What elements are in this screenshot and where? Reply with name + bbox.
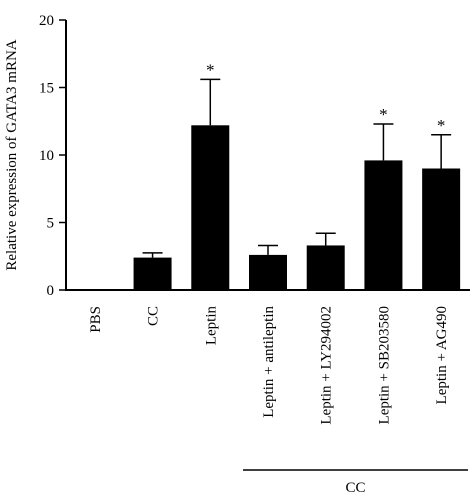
category-label: Leptin + SB203580 <box>376 306 392 424</box>
significance-markers: * * * <box>206 60 445 134</box>
category-label: Leptin + AG490 <box>434 306 450 404</box>
category-label: Leptin + antileptin <box>261 306 277 418</box>
y-tick-label: 0 <box>47 283 55 299</box>
group-label: CC <box>345 480 365 496</box>
group-bracket: CC <box>243 469 468 496</box>
y-tick-label: 5 <box>47 216 55 232</box>
category-label: CC <box>146 306 162 326</box>
bar <box>422 168 461 290</box>
category-label: PBS <box>88 306 104 333</box>
significance-star: * <box>437 116 446 135</box>
bar <box>364 160 403 290</box>
significance-star: * <box>206 60 215 79</box>
y-ticks: 0 5 10 15 20 <box>39 13 66 299</box>
category-label: Leptin + LY294002 <box>319 306 335 425</box>
error-bars <box>142 78 452 258</box>
significance-star: * <box>379 105 388 124</box>
category-labels: PBS CC Leptin Leptin + antileptin Leptin + L… <box>88 306 450 425</box>
y-tick-label: 10 <box>39 148 54 164</box>
y-axis-label: Relative expression of GATA3 mRNA <box>4 39 20 270</box>
bar <box>249 254 287 290</box>
category-label: Leptin <box>203 306 219 346</box>
bar <box>191 125 230 290</box>
y-tick-label: 15 <box>39 81 54 97</box>
bars <box>133 125 461 290</box>
bar <box>133 257 172 290</box>
bar <box>306 245 345 290</box>
y-tick-label: 20 <box>39 13 54 29</box>
